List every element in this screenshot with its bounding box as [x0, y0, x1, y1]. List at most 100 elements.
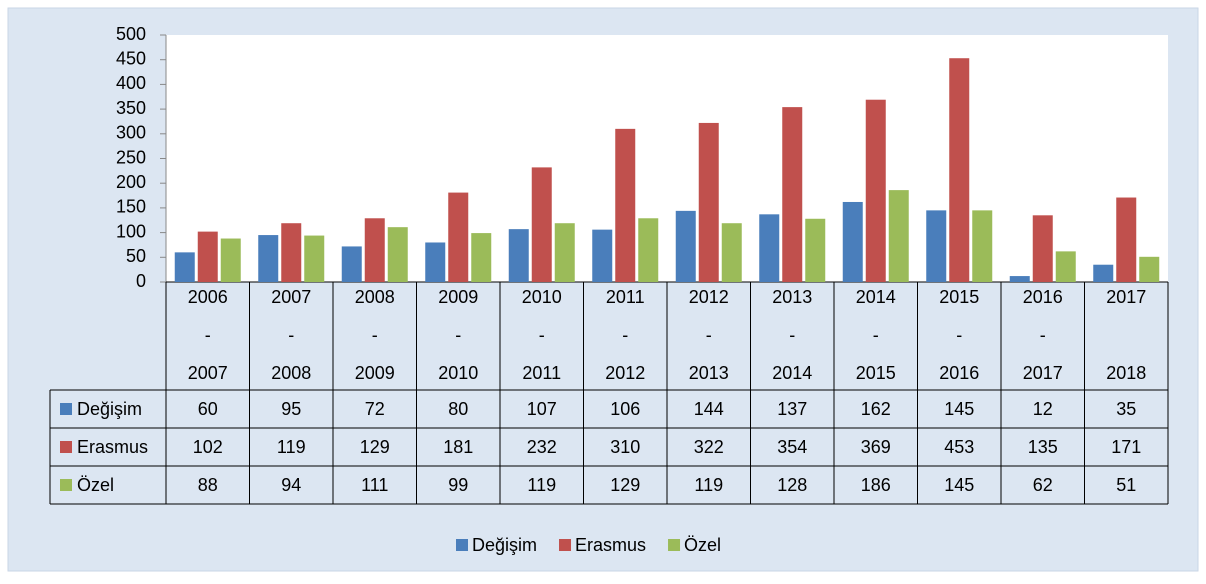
x-tick-label: 2011 — [606, 287, 645, 307]
x-tick-label: 2012 — [605, 363, 645, 383]
bar — [615, 128, 636, 282]
x-tick-label: 2016 — [939, 363, 979, 383]
x-tick-label: - — [789, 325, 795, 345]
bar — [638, 218, 659, 282]
bar — [531, 167, 552, 282]
table-legend-key — [60, 403, 72, 415]
x-tick-label: 2009 — [438, 287, 478, 307]
x-tick-label: - — [956, 325, 962, 345]
table-value: 145 — [944, 399, 974, 419]
x-tick-label: 2015 — [856, 363, 896, 383]
y-tick-label: 300 — [116, 123, 146, 143]
x-tick-label: 2007 — [188, 363, 228, 383]
table-value: 95 — [281, 399, 301, 419]
bar — [675, 210, 696, 282]
table-value: 137 — [777, 399, 807, 419]
x-tick-label: 2008 — [355, 287, 395, 307]
bar — [1032, 215, 1053, 282]
bar — [364, 218, 385, 282]
bar — [1139, 256, 1160, 282]
x-tick-label: 2011 — [522, 363, 561, 383]
bar — [721, 223, 742, 282]
table-value: 162 — [861, 399, 891, 419]
table-value: 119 — [694, 475, 723, 495]
table-value: 60 — [198, 399, 218, 419]
bar — [1093, 264, 1114, 282]
table-value: 35 — [1116, 399, 1136, 419]
bar — [448, 192, 469, 282]
x-tick-label: 2017 — [1023, 363, 1063, 383]
table-value: 99 — [448, 475, 468, 495]
table-value: 72 — [365, 399, 385, 419]
bar — [926, 210, 947, 282]
table-value: 232 — [527, 437, 557, 457]
table-value: 322 — [694, 437, 724, 457]
x-tick-label: - — [372, 325, 378, 345]
x-tick-label: - — [288, 325, 294, 345]
table-value: 107 — [527, 399, 557, 419]
bar — [949, 58, 970, 282]
legend-key — [668, 539, 681, 551]
table-value: 80 — [448, 399, 468, 419]
x-tick-label: 2014 — [856, 287, 896, 307]
x-tick-label: 2008 — [271, 363, 311, 383]
x-tick-label: - — [455, 325, 461, 345]
table-value: 453 — [944, 437, 974, 457]
table-value: 181 — [443, 437, 473, 457]
y-tick-label: 0 — [136, 271, 146, 291]
x-tick-label: 2018 — [1106, 363, 1146, 383]
bar — [592, 229, 613, 282]
table-value: 369 — [861, 437, 891, 457]
bar — [197, 231, 218, 282]
table-legend-key — [60, 479, 72, 491]
plot-area — [166, 35, 1168, 282]
x-tick-label: 2012 — [689, 287, 729, 307]
y-tick-label: 100 — [116, 221, 146, 241]
x-tick-label: 2007 — [271, 287, 311, 307]
bar — [425, 242, 446, 282]
table-row-label: Değişim — [77, 399, 142, 419]
y-tick-label: 450 — [116, 48, 146, 68]
x-tick-label: 2009 — [355, 363, 395, 383]
x-tick-label: - — [205, 325, 211, 345]
bar — [888, 190, 909, 282]
x-tick-label: 2010 — [522, 287, 562, 307]
table-value: 111 — [361, 475, 388, 495]
bar — [1009, 276, 1030, 282]
table-value: 144 — [694, 399, 724, 419]
x-tick-label: - — [622, 325, 628, 345]
y-tick-label: 500 — [116, 24, 146, 44]
table-row-label: Erasmus — [77, 437, 148, 457]
x-tick-label: 2010 — [438, 363, 478, 383]
table-value: 102 — [193, 437, 223, 457]
bar — [281, 223, 302, 282]
x-tick-label: 2015 — [939, 287, 979, 307]
table-value: 145 — [944, 475, 974, 495]
table-value: 354 — [777, 437, 807, 457]
table-value: 119 — [277, 437, 306, 457]
table-value: 129 — [610, 475, 640, 495]
y-tick-label: 400 — [116, 73, 146, 93]
y-tick-label: 350 — [116, 98, 146, 118]
table-row-label: Özel — [77, 475, 114, 495]
table-value: 128 — [777, 475, 807, 495]
bar — [782, 107, 803, 283]
table-value: 119 — [527, 475, 556, 495]
x-tick-label: 2013 — [689, 363, 729, 383]
table-value: 62 — [1033, 475, 1053, 495]
bar — [174, 252, 195, 282]
bar — [258, 235, 279, 282]
x-tick-label: - — [873, 325, 879, 345]
legend-label: Erasmus — [575, 535, 646, 555]
x-tick-label: 2013 — [772, 287, 812, 307]
legend-key — [559, 539, 572, 551]
table-legend-key — [60, 441, 72, 453]
table-value: 135 — [1028, 437, 1058, 457]
bar — [341, 246, 362, 282]
table-value: 12 — [1033, 399, 1053, 419]
x-tick-label: - — [539, 325, 545, 345]
bar — [387, 227, 408, 282]
table-value: 88 — [198, 475, 218, 495]
bar — [1055, 251, 1076, 282]
